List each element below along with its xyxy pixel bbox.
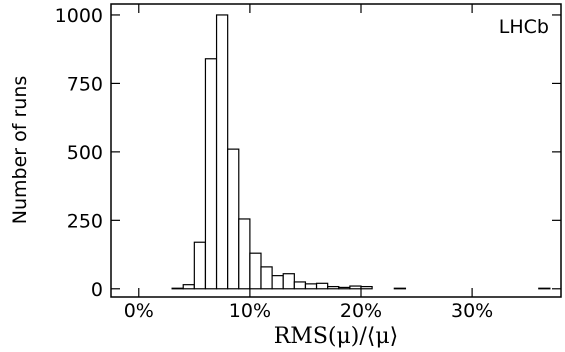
x-axis-label: RMS(μ)/⟨μ⟩ xyxy=(274,324,399,349)
histogram-bar xyxy=(304,283,318,290)
histogram-bar xyxy=(260,266,273,290)
histogram-bar xyxy=(204,58,218,290)
y-tick-label: 1000 xyxy=(55,5,103,27)
y-tick-label: 0 xyxy=(91,279,103,301)
plot-background xyxy=(111,4,561,297)
histogram-bar xyxy=(327,285,340,290)
histogram-bar xyxy=(227,148,240,290)
lhcb-annotation: LHCb xyxy=(499,16,549,38)
histogram-bar xyxy=(349,285,362,290)
histogram-bar xyxy=(215,14,229,290)
x-tick-label: 10% xyxy=(229,300,271,322)
histogram-bar xyxy=(171,287,184,290)
histogram-bar xyxy=(315,282,329,290)
histogram-bar xyxy=(293,281,307,290)
y-tick-label: 500 xyxy=(67,142,103,164)
x-tick-label: 30% xyxy=(451,300,493,322)
histogram-bar xyxy=(193,241,207,290)
histogram-bar xyxy=(249,252,262,290)
y-tick-label: 250 xyxy=(67,210,103,232)
histogram-bar xyxy=(238,218,251,290)
histogram-bar xyxy=(393,287,407,290)
plot-frame xyxy=(110,3,562,298)
x-tick-label: 0% xyxy=(124,300,154,322)
y-tick-label: 750 xyxy=(67,73,103,95)
bars-group xyxy=(171,14,551,290)
histogram-bar xyxy=(338,286,351,290)
histogram-bar xyxy=(282,273,295,290)
histogram-bar xyxy=(538,287,551,290)
x-tick-label: 20% xyxy=(340,300,382,322)
y-axis-label: Number of runs xyxy=(9,76,31,225)
histogram-bar xyxy=(271,275,284,290)
y-ticks-group: 0 250 500 750 1000 xyxy=(55,5,561,301)
histogram-bar xyxy=(182,284,195,290)
histogram-bar xyxy=(360,285,373,290)
x-ticks-group: 0% 10% 20% 30% xyxy=(124,4,493,322)
